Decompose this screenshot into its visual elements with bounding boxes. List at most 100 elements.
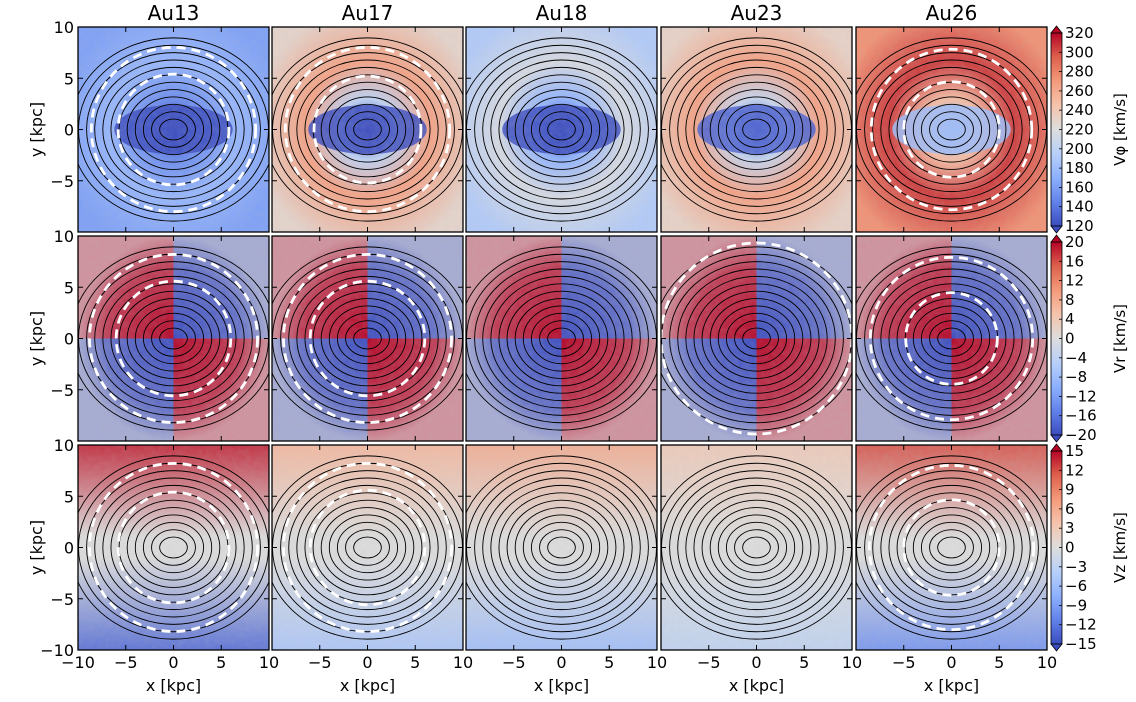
contour-line xyxy=(677,59,836,200)
contour-line xyxy=(685,275,828,402)
contour-line xyxy=(701,499,812,596)
panel-v-r-au26 xyxy=(855,235,1048,442)
contour-line xyxy=(912,305,991,372)
resonance-ring xyxy=(88,462,259,633)
y-tick-label: 0 xyxy=(64,539,74,558)
contour-line xyxy=(725,103,788,156)
resonance-ring xyxy=(114,279,233,398)
contour-line xyxy=(280,52,455,207)
colorbar-tick-label: 280 xyxy=(1065,63,1094,81)
contour-line xyxy=(142,312,205,365)
resonance-ring xyxy=(869,47,1034,212)
contour-line xyxy=(709,507,804,588)
resonance-ring xyxy=(902,80,1001,179)
colorbar-tick-label: 220 xyxy=(1065,121,1094,139)
contour-line xyxy=(506,499,617,596)
contour-line xyxy=(693,74,820,185)
contour-line xyxy=(151,111,196,148)
contour-line xyxy=(126,298,221,379)
contour-line xyxy=(864,261,1039,416)
colorbar-tick-label: −9 xyxy=(1065,596,1087,614)
contour-line xyxy=(474,261,649,416)
x-tick-label: 5 xyxy=(994,653,1004,672)
contour-line xyxy=(880,484,1023,611)
contour-line xyxy=(102,484,245,611)
contour-line xyxy=(498,283,625,394)
y-axis-label: y [kpc] xyxy=(27,102,46,157)
contour-line xyxy=(466,246,657,431)
contour-line xyxy=(937,327,966,350)
contour-line xyxy=(78,246,269,431)
contour-line xyxy=(353,536,382,559)
contour-line xyxy=(522,96,601,163)
colorbar-label: Vφ [km/s] xyxy=(1111,93,1129,166)
contour-line xyxy=(929,529,974,566)
colorbar-extend-min xyxy=(1050,434,1063,443)
resonance-ring xyxy=(312,74,423,185)
contour-line xyxy=(880,66,1023,193)
x-axis-label: x [kpc] xyxy=(924,676,979,695)
contour-line xyxy=(102,66,245,193)
contour-line xyxy=(94,268,253,409)
colorbar-tick-label: 120 xyxy=(1065,217,1094,235)
y-tick-label: 10 xyxy=(54,18,74,37)
contour-line xyxy=(661,246,852,431)
contour-line xyxy=(336,103,399,156)
contour-line xyxy=(701,81,812,178)
resonance-ring xyxy=(283,45,452,214)
colorbar-tick-label: −4 xyxy=(1065,349,1087,367)
contour-line xyxy=(280,470,455,625)
x-tick-label: 0 xyxy=(556,653,566,672)
contour-line xyxy=(872,268,1031,409)
colorbar-extend-min xyxy=(1050,225,1063,234)
contour-line xyxy=(110,283,237,394)
y-tick-label: 5 xyxy=(64,278,74,297)
x-tick-label: −5 xyxy=(114,653,138,672)
contour-line xyxy=(530,312,593,365)
x-tick-label: 10 xyxy=(647,653,667,672)
contour-line xyxy=(336,312,399,365)
contour-line xyxy=(742,118,771,141)
contour-line xyxy=(920,103,983,156)
contour-line xyxy=(490,484,633,611)
contour-line xyxy=(937,536,966,559)
contour-line xyxy=(304,492,431,603)
colorbar-tick-label: 6 xyxy=(1065,500,1075,518)
colorbar-tick-label: 3 xyxy=(1065,519,1075,537)
contour-line xyxy=(345,529,390,566)
contour-line xyxy=(86,52,261,207)
contour-line xyxy=(856,246,1047,431)
contour-line xyxy=(328,305,407,372)
contour-line xyxy=(78,455,269,640)
colorbar-tick-label: 140 xyxy=(1065,198,1094,216)
contour-line xyxy=(677,477,836,618)
contour-line xyxy=(159,118,188,141)
contour-line xyxy=(142,103,205,156)
resonance-ring xyxy=(308,488,427,607)
contour-line xyxy=(288,59,447,200)
x-axis-label: x [kpc] xyxy=(534,676,589,695)
contour-line xyxy=(288,268,447,409)
colorbar-tick-label: 180 xyxy=(1065,159,1094,177)
contour-line xyxy=(929,320,974,357)
contour-line xyxy=(717,305,796,372)
contour-line xyxy=(709,89,804,170)
contour-line xyxy=(661,455,852,640)
contour-line xyxy=(904,89,999,170)
contour-line xyxy=(669,470,844,625)
resonance-ring xyxy=(867,463,1036,632)
contour-line xyxy=(506,81,617,178)
density-contours xyxy=(272,246,463,431)
contour-line xyxy=(466,455,657,640)
colorbar-tick-label: 8 xyxy=(1065,291,1075,309)
contour-line xyxy=(530,521,593,574)
colorbar-tick-label: 260 xyxy=(1065,82,1094,100)
colorbar-tick-label: 320 xyxy=(1065,24,1094,42)
contour-line xyxy=(134,305,213,372)
contour-line xyxy=(888,283,1015,394)
panel-v-z-au13 xyxy=(77,444,270,651)
panel-v-r-au18 xyxy=(465,235,658,442)
